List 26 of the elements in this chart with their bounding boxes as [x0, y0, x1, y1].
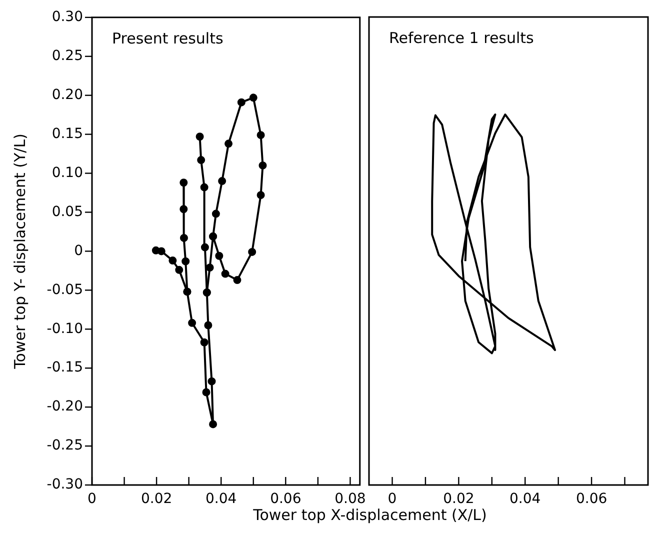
x-tick-label: 0.02 — [140, 491, 172, 508]
y-tick-label: -0.20 — [46, 398, 83, 415]
x-tick-label: 0.06 — [576, 491, 608, 508]
y-tick-label: -0.10 — [46, 320, 83, 337]
text: Present results — [112, 29, 224, 48]
y-tick-label: 0.10 — [52, 164, 83, 181]
x-tick-label: 0.06 — [270, 491, 302, 508]
x-tick-label: 0 — [388, 491, 397, 508]
x-tick-label: 0.08 — [334, 491, 366, 508]
y-tick-label: -0.05 — [46, 282, 83, 298]
y-tick-label: 0.20 — [52, 86, 83, 103]
y-tick-label: 0.30 — [52, 9, 83, 26]
x-tick-label: 0.02 — [443, 491, 474, 508]
y-tick-label: -0.30 — [46, 476, 83, 493]
x-tick-label: 0.04 — [510, 491, 541, 508]
y-tick-label: 0.15 — [52, 126, 83, 142]
x-tick-label: 0.04 — [206, 491, 237, 508]
y-tick-label: 0 — [74, 242, 83, 259]
x-tick-label: 0 — [88, 491, 96, 508]
x-axis-title: Tower top X-displacement (X/L) — [252, 506, 488, 524]
y-tick-label: 0.25 — [52, 48, 83, 64]
y-tick-label: -0.15 — [46, 360, 83, 376]
y-tick-label: -0.25 — [46, 438, 83, 454]
text: Reference 1 results — [389, 28, 534, 47]
y-tick-label: 0.05 — [52, 204, 83, 220]
y-axis-title: Tower top Y- displacement (Y/L) — [10, 134, 29, 370]
